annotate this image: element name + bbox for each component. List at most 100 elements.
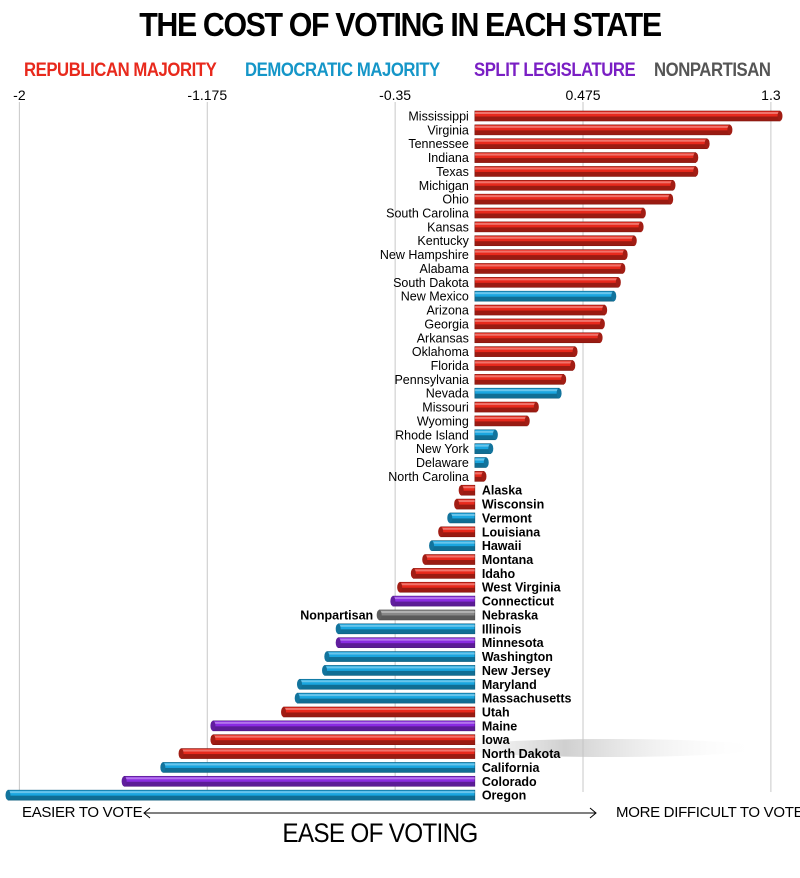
bar-shade [440,532,475,537]
bar-shade [326,657,475,662]
bar-highlight [474,236,635,239]
state-label: California [482,761,541,775]
bar-shade [212,740,475,745]
state-label: New Mexico [401,290,469,304]
bar-cap [322,665,328,676]
bar-highlight [297,694,475,697]
bar-highlight [474,389,560,392]
state-label: New Hampshire [380,248,469,262]
state-label: Nevada [426,387,469,401]
state-label: Michigan [419,179,469,193]
state-label: Vermont [482,511,533,525]
state-label: Arizona [426,304,468,318]
bar-cap [335,637,341,648]
bar-highlight [474,333,601,336]
bar-highlight [212,735,475,738]
bar-shade [474,310,605,316]
bar-cap [524,415,530,426]
bar-highlight [474,264,623,267]
state-label: New Jersey [482,664,551,678]
bar-highlight [392,597,475,600]
state-label: Connecticut [482,595,555,609]
bar-shade [474,435,496,440]
bar-shade [474,144,708,149]
bar-highlight [474,209,644,212]
bar-shade [474,463,487,468]
state-label: Rhode Island [395,428,469,442]
state-label: Kentucky [417,234,469,248]
state-label: Louisiana [482,525,541,539]
bar-cap [178,748,184,759]
x-tick-label: 1.3 [761,87,781,103]
bar-highlight [474,319,603,322]
bar-highlight [283,707,475,710]
bar-highlight [474,278,619,281]
bar-highlight [474,167,696,170]
bar-highlight [474,416,528,419]
bar-highlight [474,292,614,295]
bar-shade [474,199,671,205]
bar-cap [335,623,341,634]
bar-highlight [456,500,475,503]
bar-shade [474,282,619,288]
double-arrow-icon [143,807,597,819]
bar-highlight [8,791,475,794]
state-label: Pennsylvania [394,373,468,387]
state-label: North Carolina [388,470,469,484]
state-label: Nebraska [482,608,539,622]
bar-highlight [474,125,730,128]
bar-shadow [460,739,760,757]
bar-shade [474,365,573,371]
bar-cap [438,526,444,537]
state-label: Alabama [419,262,468,276]
state-label: New York [416,442,470,456]
state-label: Maine [482,719,517,733]
bar-shade [456,504,475,510]
bar-highlight [324,666,475,669]
x-tick-label: 0.475 [565,87,600,103]
bar-cap [599,318,605,329]
legend-republican-majority: REPUBLICAN MAJORITY [24,60,217,81]
state-label: West Virginia [482,581,562,595]
bar-cap [622,249,628,260]
bar-shade [474,213,644,219]
bar-highlight [474,153,696,156]
bar-shade [474,227,642,232]
legend-split-legislature: SPLIT LEGISLATURE [474,60,636,81]
bar-shade [474,296,614,302]
bar-cap [693,166,699,177]
bar-cap [5,790,11,801]
bar-cap [397,582,403,593]
bar-highlight [474,306,605,309]
state-label: Illinois [482,622,522,636]
bar-highlight [474,139,708,142]
bar-highlight [212,721,475,724]
bar-highlight [474,250,626,253]
bar-cap [483,457,489,468]
bar-cap [488,443,494,454]
bar-cap [727,124,733,135]
bar-cap [561,374,567,385]
bar-shade [431,546,475,551]
bar-shade [299,684,475,690]
legend-nonpartisan: NONPARTISAN [654,60,771,81]
state-label: Hawaii [482,539,522,553]
state-label: Kansas [427,220,469,234]
bar-highlight [440,527,475,530]
state-label: Oregon [482,789,526,803]
bar-shade [461,490,475,496]
bar-shade [474,421,528,426]
state-label: Virginia [427,123,469,137]
bar-shade [413,573,475,579]
x-label-easier: EASIER TO VOTE [22,804,143,821]
bar-cap [556,388,562,399]
state-label: Iowa [482,733,511,747]
bar-shade [474,352,576,357]
bar-cap [693,152,699,163]
bar-shade [474,185,673,191]
bar-cap [390,596,396,607]
bar-highlight [162,763,475,766]
bar-highlight [124,777,475,780]
bar-cap [492,429,498,440]
bar-shade [379,615,475,620]
